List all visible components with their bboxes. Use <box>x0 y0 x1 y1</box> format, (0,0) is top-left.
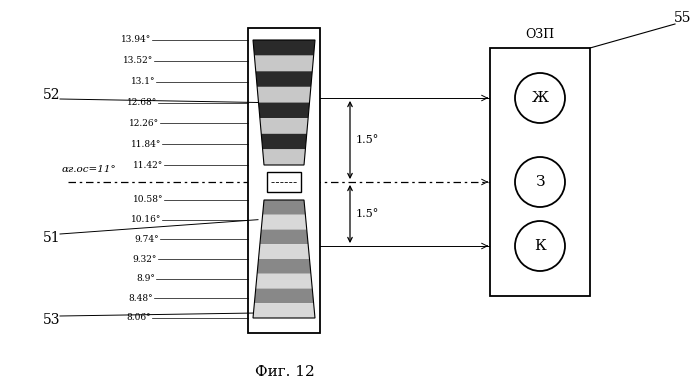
Polygon shape <box>256 71 312 87</box>
Text: 1.5°: 1.5° <box>356 209 379 219</box>
Text: Фиг. 12: Фиг. 12 <box>255 365 315 379</box>
Text: 11.84°: 11.84° <box>131 140 161 149</box>
Text: 12.68°: 12.68° <box>127 98 157 107</box>
Text: 11.42°: 11.42° <box>133 160 163 170</box>
Polygon shape <box>261 134 307 149</box>
Text: αг.ос=11°: αг.ос=11° <box>62 165 117 174</box>
Polygon shape <box>254 288 314 303</box>
Polygon shape <box>253 40 315 56</box>
Text: З: З <box>536 175 545 189</box>
Polygon shape <box>261 215 307 230</box>
Bar <box>248 28 320 333</box>
Text: 8.48°: 8.48° <box>128 294 153 303</box>
Text: 10.16°: 10.16° <box>131 215 161 224</box>
Bar <box>267 172 301 192</box>
Text: 13.52°: 13.52° <box>122 56 153 65</box>
Text: 9.74°: 9.74° <box>134 235 159 244</box>
Polygon shape <box>256 274 312 288</box>
Polygon shape <box>260 118 308 134</box>
Text: 51: 51 <box>43 231 61 245</box>
Polygon shape <box>257 259 311 274</box>
Text: 10.58°: 10.58° <box>132 196 163 204</box>
Text: 55: 55 <box>674 11 692 25</box>
Text: К: К <box>534 239 546 253</box>
Text: 8.06°: 8.06° <box>127 314 151 322</box>
Text: 52: 52 <box>43 88 61 102</box>
Text: 13.94°: 13.94° <box>120 36 151 44</box>
Text: 9.32°: 9.32° <box>132 254 157 264</box>
Polygon shape <box>258 102 309 118</box>
Polygon shape <box>253 303 315 318</box>
Text: 12.26°: 12.26° <box>129 119 159 128</box>
Text: 13.1°: 13.1° <box>130 77 155 86</box>
Text: 8.9°: 8.9° <box>136 274 155 283</box>
Polygon shape <box>254 56 314 71</box>
Text: 53: 53 <box>43 313 61 327</box>
Text: 1.5°: 1.5° <box>356 135 379 145</box>
Polygon shape <box>257 87 311 102</box>
Text: ОЗП: ОЗП <box>526 28 554 40</box>
Polygon shape <box>258 244 309 259</box>
Bar <box>490 48 590 296</box>
Text: Ж: Ж <box>531 91 549 105</box>
Polygon shape <box>262 200 305 215</box>
Polygon shape <box>262 149 305 165</box>
Polygon shape <box>260 230 308 244</box>
